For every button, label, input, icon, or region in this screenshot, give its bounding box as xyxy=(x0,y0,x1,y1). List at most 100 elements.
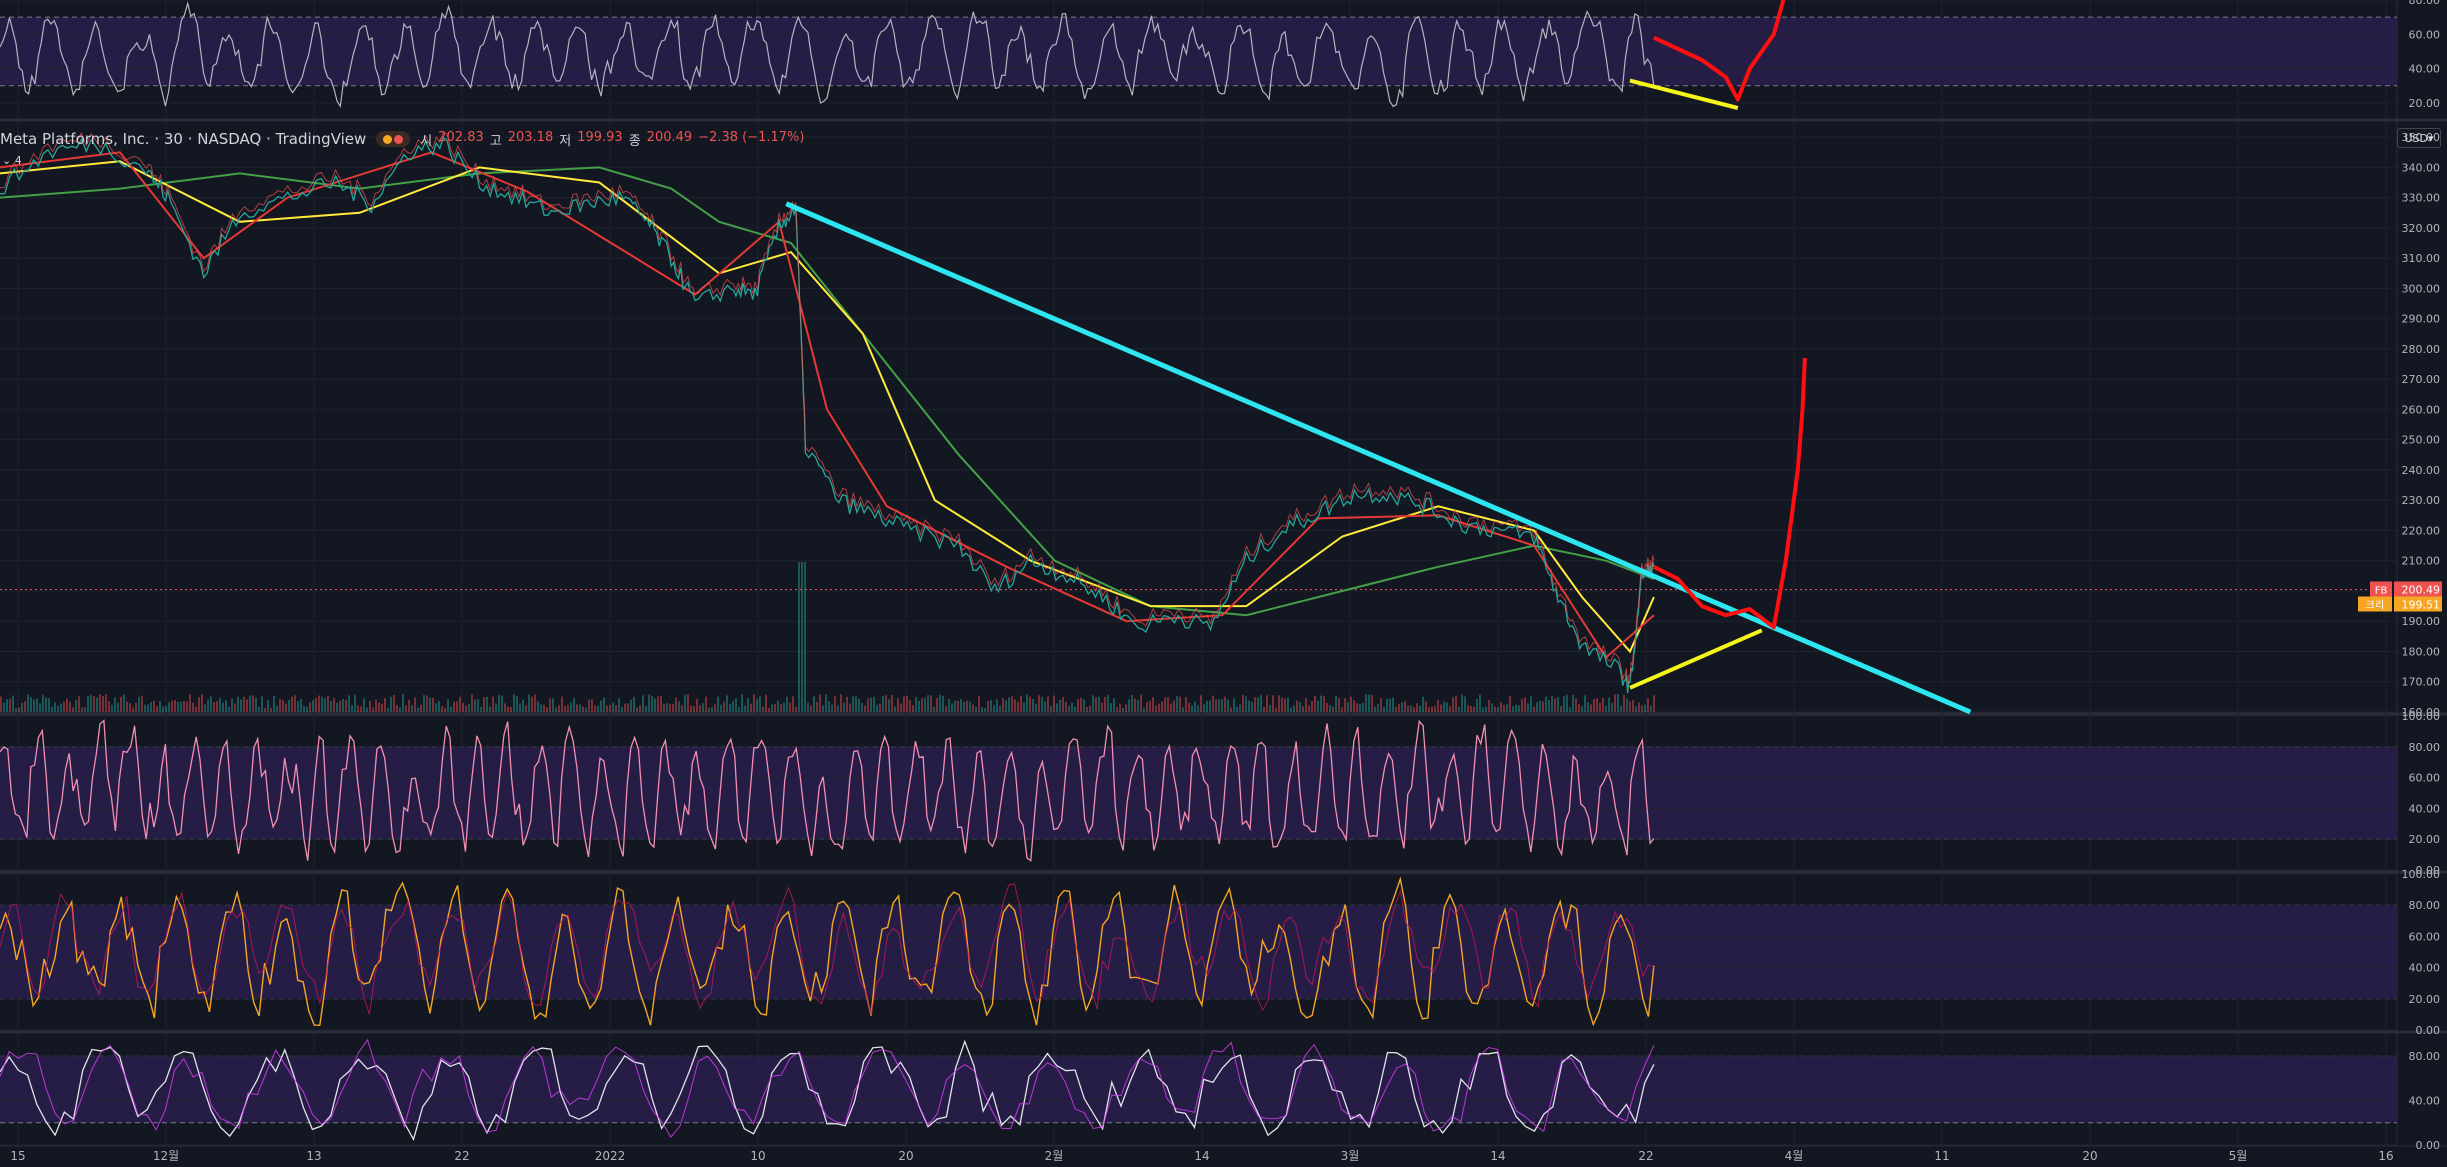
volume-bar xyxy=(1425,701,1427,712)
volume-bar xyxy=(1329,705,1331,712)
volume-bar xyxy=(1422,696,1424,712)
volume-bar xyxy=(1341,707,1343,712)
indicator-collapse-button[interactable]: ⌄ 4 xyxy=(2,154,22,167)
volume-bar xyxy=(1242,695,1244,712)
volume-bar xyxy=(1416,703,1418,712)
time-tick-label: 11 xyxy=(1934,1149,1949,1163)
volume-bar xyxy=(918,700,920,712)
volume-bar xyxy=(1002,697,1004,712)
volume-bar xyxy=(246,699,248,712)
volume-bar xyxy=(141,695,143,712)
volume-bar xyxy=(810,705,812,712)
volume-bar xyxy=(1440,704,1442,712)
volume-bar xyxy=(720,704,722,712)
volume-bar xyxy=(942,695,944,712)
volume-bar xyxy=(63,701,65,712)
volume-bar xyxy=(936,698,938,712)
volume-bar xyxy=(1362,702,1364,712)
volume-bar xyxy=(222,702,224,712)
volume-bar xyxy=(1206,700,1208,712)
volume-bar xyxy=(249,695,251,712)
volume-bar xyxy=(1185,697,1187,712)
volume-bar xyxy=(6,699,8,712)
volume-bar xyxy=(744,705,746,712)
volume-bar xyxy=(1071,702,1073,712)
volume-bar xyxy=(1404,701,1406,712)
volume-bar xyxy=(156,706,158,712)
volume-bar xyxy=(540,704,542,712)
volume-bar xyxy=(984,707,986,712)
volume-bar xyxy=(1308,705,1310,712)
volume-bar xyxy=(699,704,701,712)
volume-bar xyxy=(309,702,311,712)
volume-bar xyxy=(555,707,557,712)
volume-bar xyxy=(42,694,44,712)
volume-bar xyxy=(1254,697,1256,712)
volume-bar xyxy=(1611,702,1613,712)
volume-bar xyxy=(1527,703,1529,712)
volume-bar xyxy=(981,707,983,712)
volume-bar xyxy=(966,700,968,712)
volume-bar xyxy=(972,704,974,712)
high-value: 203.18 xyxy=(507,129,554,145)
volume-bar xyxy=(255,697,257,712)
volume-bar xyxy=(894,706,896,712)
volume-bar xyxy=(231,698,233,712)
volume-bar xyxy=(1020,695,1022,712)
volume-bar xyxy=(1428,706,1430,712)
volume-bar xyxy=(39,703,41,712)
volume-bar xyxy=(1521,699,1523,712)
volume-bar xyxy=(564,705,566,712)
volume-bar xyxy=(1530,696,1532,712)
price-tick-label: 0.00 xyxy=(2416,1024,2441,1037)
volume-bar xyxy=(1038,695,1040,712)
volume-bar xyxy=(1044,701,1046,712)
volume-bar xyxy=(993,705,995,712)
volume-bar xyxy=(1125,704,1127,712)
volume-bar xyxy=(1485,706,1487,712)
volume-bar xyxy=(831,704,833,712)
volume-bar xyxy=(1248,700,1250,712)
volume-bar xyxy=(1047,696,1049,712)
volume-bar xyxy=(1005,700,1007,712)
volume-bar xyxy=(747,698,749,712)
volume-bar xyxy=(585,707,587,712)
volume-bar xyxy=(1200,695,1202,712)
volume-bar xyxy=(1089,705,1091,712)
volume-bar xyxy=(1302,706,1304,712)
volume-bar xyxy=(1269,704,1271,712)
volume-bar xyxy=(663,703,665,712)
volume-bar xyxy=(1587,701,1589,712)
volume-bar xyxy=(1359,703,1361,712)
volume-bar xyxy=(657,696,659,712)
volume-bar xyxy=(300,699,302,712)
volume-bar xyxy=(1026,694,1028,712)
status-badge xyxy=(376,131,411,147)
volume-bar xyxy=(1188,702,1190,712)
symbol-title[interactable]: Meta Platforms, Inc. · 30 · NASDAQ · Tra… xyxy=(0,130,367,148)
time-tick-label: 2월 xyxy=(1045,1149,1064,1163)
volume-bar xyxy=(762,706,764,712)
volume-bar xyxy=(1014,699,1016,712)
volume-bar xyxy=(1245,696,1247,712)
volume-bar xyxy=(861,703,863,712)
currency-button[interactable]: USD ▾ xyxy=(2397,128,2441,148)
volume-bar xyxy=(792,696,794,712)
volume-bar xyxy=(978,695,980,712)
volume-bar xyxy=(528,694,530,712)
volume-bar xyxy=(684,694,686,712)
volume-bar xyxy=(366,707,368,712)
volume-bar xyxy=(708,707,710,712)
volume-bar xyxy=(390,696,392,712)
volume-bar xyxy=(1638,702,1640,712)
stoch-k-line xyxy=(0,1039,1655,1141)
volume-bar xyxy=(1476,699,1478,712)
volume-bar xyxy=(303,705,305,712)
volume-bar xyxy=(933,706,935,712)
volume-bar xyxy=(105,694,107,712)
volume-bar xyxy=(1323,696,1325,712)
volume-bar xyxy=(753,694,755,712)
chevron-down-icon: ▾ xyxy=(2427,131,2434,145)
volume-bar xyxy=(1095,697,1097,712)
